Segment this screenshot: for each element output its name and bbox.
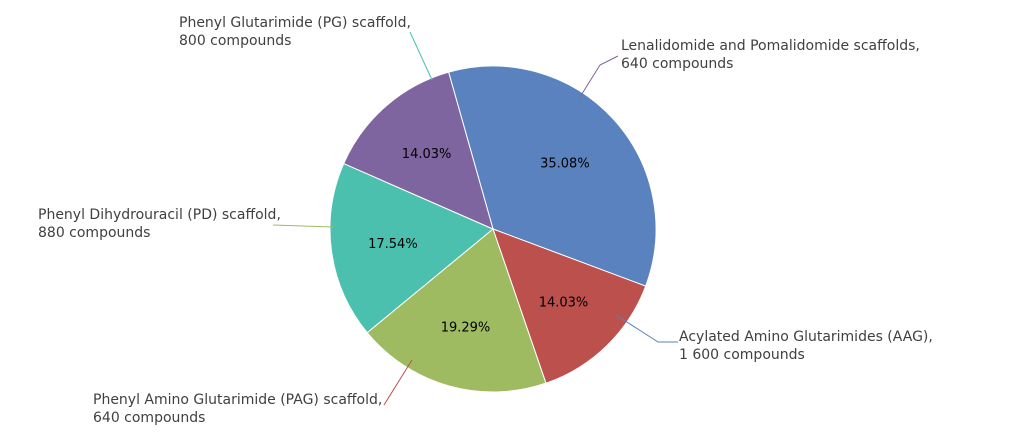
- percent-label-4: 14.03%: [402, 147, 452, 162]
- category-label-4: Lenalidomide and Pomalidomide scaffolds,…: [621, 38, 920, 72]
- percent-label-0: 35.08%: [540, 157, 590, 172]
- percent-label-2: 19.29%: [441, 320, 491, 335]
- leader-line-4: [579, 55, 619, 98]
- pie-slice-4: [343, 71, 494, 230]
- category-label-0: Acylated Amino Glutarimides (AAG), 1 600 …: [679, 329, 933, 363]
- pie-slices: [329, 65, 657, 393]
- category-label-2: Phenyl Dihydrouracil (PD) scaffold, 880 c…: [38, 207, 281, 241]
- leader-line-1: [383, 359, 413, 406]
- pie-slice-0: [448, 65, 657, 287]
- percent-label-3: 17.54%: [368, 237, 418, 252]
- category-label-3: Phenyl Glutarimide (PG) scaffold, 800 com…: [179, 15, 411, 49]
- leader-line-3: [409, 31, 433, 81]
- leader-lines: [272, 31, 678, 406]
- leader-line-0: [615, 314, 678, 343]
- percent-labels: 35.08% 14.03% 19.29% 17.54% 14.03%: [368, 147, 590, 335]
- leader-line-2: [272, 224, 334, 228]
- pie-slice-1: [492, 228, 647, 384]
- category-labels: Acylated Amino Glutarimides (AAG), 1 600 …: [38, 15, 933, 426]
- pie-slice-2: [366, 228, 547, 393]
- pie-slice-3: [329, 162, 494, 334]
- percent-label-1: 14.03%: [539, 295, 589, 310]
- category-label-1: Phenyl Amino Glutarimide (PAG) scaffold,…: [93, 392, 382, 426]
